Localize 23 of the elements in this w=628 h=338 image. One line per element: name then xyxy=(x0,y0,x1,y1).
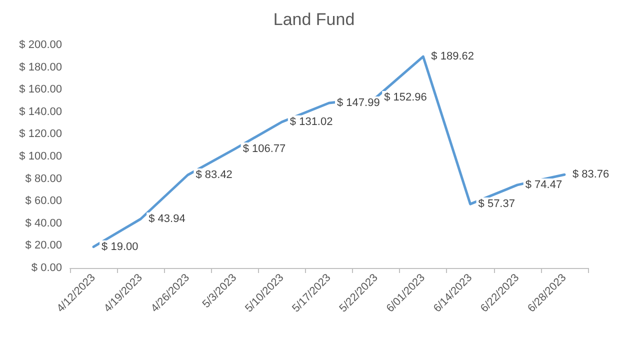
data-label: $ 74.47 xyxy=(525,178,562,191)
y-tick-label: $ 0.00 xyxy=(31,262,62,274)
y-tick-label: $ 200.00 xyxy=(19,39,62,51)
y-tick-label: $ 60.00 xyxy=(25,195,62,208)
data-label: $ 83.76 xyxy=(572,168,610,181)
data-label: $ 83.42 xyxy=(196,168,232,181)
data-label: $ 57.37 xyxy=(478,198,515,210)
y-tick-label: $ 140.00 xyxy=(19,106,62,118)
y-tick-label: $ 180.00 xyxy=(19,61,62,74)
data-label: $ 131.02 xyxy=(290,116,333,128)
data-label: $ 43.94 xyxy=(148,213,186,226)
chart-title: Land Fund xyxy=(273,10,355,29)
data-label: $ 152.96 xyxy=(384,91,427,104)
y-tick-label: $ 100.00 xyxy=(19,150,62,162)
y-tick-label: $ 80.00 xyxy=(25,172,62,185)
y-tick-label: $ 120.00 xyxy=(19,128,62,140)
data-label: $ 19.00 xyxy=(102,240,138,253)
y-tick-label: $ 20.00 xyxy=(25,240,62,252)
data-label: $ 147.99 xyxy=(337,96,380,109)
y-tick-label: $ 160.00 xyxy=(19,84,62,96)
data-label: $ 189.62 xyxy=(431,50,474,63)
y-tick-label: $ 40.00 xyxy=(25,217,62,230)
data-label: $ 106.77 xyxy=(242,142,286,155)
